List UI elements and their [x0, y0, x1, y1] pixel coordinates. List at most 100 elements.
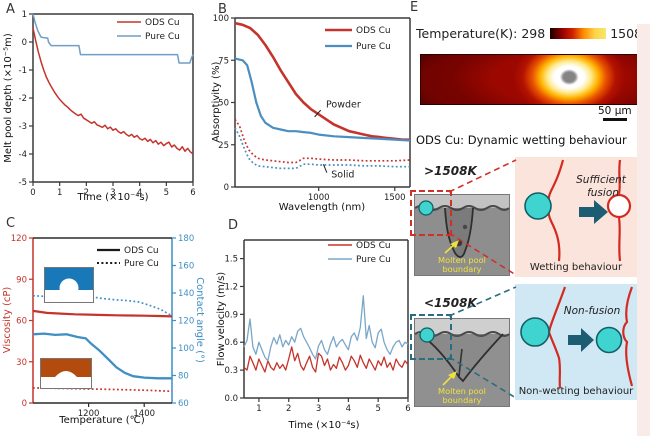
svg-text:100: 100 — [213, 14, 229, 24]
annotation-label: Solid — [331, 170, 354, 181]
svg-text:1500: 1500 — [384, 193, 406, 203]
inset-substrate — [40, 377, 92, 389]
svg-text:0: 0 — [224, 183, 229, 193]
x-axis-label: Temperature (℃) — [58, 415, 145, 426]
svg-text:-2: -2 — [19, 94, 27, 104]
thermal-image — [420, 54, 640, 105]
svg-text:1000: 1000 — [308, 193, 330, 203]
series-pure-cu-powder — [234, 57, 411, 142]
legend-label: ODS Cu — [124, 246, 159, 256]
svg-text:0.6: 0.6 — [224, 338, 238, 348]
temp-label-above: >1508K — [424, 164, 477, 178]
panel-label-b: B — [218, 2, 227, 17]
series-pure-cu-solid — [234, 127, 410, 170]
svg-text:25: 25 — [218, 141, 229, 151]
svg-text:6: 6 — [405, 404, 410, 414]
svg-text:1: 1 — [256, 404, 261, 414]
droplet-dome-icon — [55, 371, 77, 377]
svg-text:0.0: 0.0 — [224, 394, 238, 404]
svg-text:5: 5 — [375, 404, 380, 414]
svg-text:1200: 1200 — [78, 409, 100, 419]
melt-boundary-curve — [547, 286, 567, 389]
molten-pool-caption-2: boundary — [442, 264, 481, 274]
svg-text:140: 140 — [178, 289, 194, 299]
inset-border — [40, 358, 92, 389]
svg-text:100: 100 — [178, 344, 194, 354]
powder-particle-icon — [418, 200, 434, 216]
panel-label-a: A — [6, 2, 15, 17]
separated-particle-icon — [595, 326, 623, 354]
annotation-label: Powder — [326, 100, 361, 111]
svg-text:-5: -5 — [19, 178, 27, 188]
legend-label: ODS Cu — [356, 241, 391, 251]
annotation-arrow-icon — [322, 163, 328, 173]
svg-text:160: 160 — [178, 262, 194, 272]
y2-axis-label: Contact angle (°) — [194, 277, 205, 363]
svg-text:4: 4 — [346, 404, 351, 414]
inset-orange-background — [40, 358, 92, 377]
figure-edge-strip — [637, 24, 650, 436]
svg-text:1.5: 1.5 — [224, 255, 238, 265]
scale-bar: 50 μm — [598, 105, 632, 121]
svg-text:0: 0 — [22, 399, 27, 409]
series-ods-cu-powder — [234, 21, 410, 141]
sem-surface-band — [415, 195, 509, 208]
legend-label: Pure Cu — [124, 259, 159, 269]
series-pure-cu — [243, 295, 409, 362]
process-label-1: Sufficient — [576, 174, 627, 186]
process-arrow-icon — [568, 328, 594, 352]
series-ods-cu-viscosity — [32, 309, 173, 318]
y-axis-label: Flow velocity (m/s) — [216, 272, 227, 366]
svg-text:80: 80 — [178, 372, 189, 382]
droplet-ball-icon — [59, 278, 79, 298]
non-wetting-schematic: Non-fusion Non-wetting behaviour — [515, 284, 637, 400]
legend-label: Pure Cu — [356, 42, 391, 52]
svg-text:1.2: 1.2 — [224, 282, 238, 292]
process-label-2: fusion — [587, 187, 619, 199]
non-wetted-boundary-curve — [622, 286, 634, 387]
svg-text:1400: 1400 — [133, 409, 155, 419]
panel-label-e: E — [410, 0, 419, 15]
x-axis-label: Time (×10⁻⁴s) — [76, 192, 148, 203]
svg-text:3: 3 — [110, 188, 115, 198]
series-ods-cu — [32, 27, 194, 155]
svg-text:120: 120 — [11, 234, 27, 244]
legend-label: Pure Cu — [145, 32, 180, 42]
svg-text:6: 6 — [190, 188, 195, 198]
panel-label-d: D — [228, 218, 239, 233]
x-axis-label: Wavelength (nm) — [279, 202, 365, 213]
svg-text:4: 4 — [137, 188, 142, 198]
y-axis-label: Absorptivity (%) — [211, 62, 222, 143]
svg-text:120: 120 — [178, 317, 194, 327]
svg-text:30: 30 — [16, 358, 27, 368]
svg-text:75: 75 — [218, 56, 229, 66]
temp-label-below: <1508K — [424, 296, 477, 310]
powder-particle-icon — [419, 327, 435, 343]
svg-text:-3: -3 — [19, 122, 27, 132]
panel-label-c: C — [6, 216, 16, 231]
zoom-rect-teal — [410, 314, 452, 360]
svg-text:5: 5 — [164, 188, 169, 198]
legend-label: ODS Cu — [356, 26, 391, 36]
svg-text:2: 2 — [84, 188, 89, 198]
scale-bar-line — [602, 118, 627, 121]
zoom-rect-red — [410, 190, 452, 236]
fused-boundary-top — [617, 159, 622, 195]
series-ods-cu-solid — [234, 118, 411, 164]
chart-absorptivity: 1000 1500 0 25 50 75 100 ODS Cu Pure Cu Wavelengt… — [211, 14, 411, 213]
series-ods-cu-contact-angle — [32, 332, 172, 380]
svg-text:180: 180 — [178, 234, 194, 244]
colorbar-gradient — [550, 28, 607, 39]
sem-surface-band — [415, 319, 509, 334]
y-axis-label: Melt pool depth (×10⁻⁵m) — [3, 33, 14, 163]
x-axis-label: Time (×10⁻⁴s) — [287, 420, 359, 431]
y-axis-label: Viscosity (cP) — [2, 287, 13, 354]
e-panel-title: ODS Cu: Dynamic wetting behaviour — [416, 133, 627, 147]
wetting-schematic: Sufficient fusion Wetting behaviour — [515, 157, 637, 277]
svg-text:60: 60 — [178, 399, 189, 409]
svg-text:50: 50 — [218, 99, 229, 109]
powder-particle-icon — [524, 192, 552, 220]
svg-text:60: 60 — [16, 317, 27, 327]
svg-text:1: 1 — [57, 188, 62, 198]
